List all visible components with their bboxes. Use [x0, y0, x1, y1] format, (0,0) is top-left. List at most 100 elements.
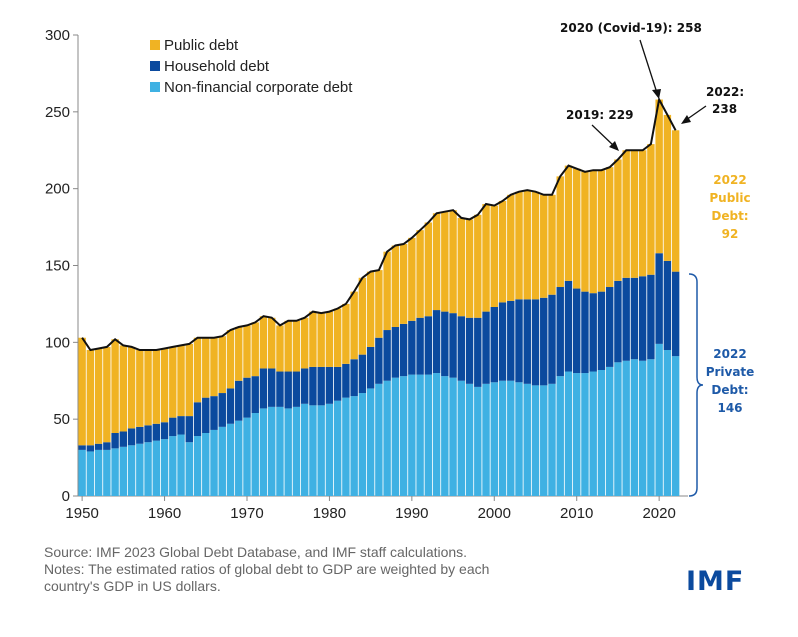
- bar-public-2019: [647, 144, 655, 275]
- bar-household-1989: [399, 323, 408, 377]
- bar-corporate-2015: [614, 362, 622, 496]
- bar-public-1997: [465, 219, 474, 318]
- bar-household-1974: [276, 371, 284, 407]
- bar-corporate-1954: [111, 448, 119, 496]
- bar-corporate-1965: [202, 432, 210, 496]
- bar-public-2021: [663, 114, 672, 261]
- bar-household-1968: [226, 388, 235, 424]
- bar-corporate-1999: [482, 383, 490, 496]
- bar-corporate-1981: [333, 400, 342, 496]
- legend: Public debt Household debt Non-financial…: [150, 37, 353, 96]
- annotation-covid-arrow: [639, 39, 658, 94]
- bar-public-1982: [342, 303, 350, 364]
- bar-public-2002: [507, 194, 515, 301]
- bar-public-1978: [309, 311, 317, 367]
- y-tick-label: 0: [62, 488, 70, 505]
- bar-public-1955: [119, 345, 128, 432]
- bar-public-1956: [127, 346, 136, 429]
- annotation-2019-arrowhead: [609, 141, 619, 151]
- bar-public-2004: [523, 190, 531, 300]
- notes-line-2: country's GDP in US dollars.: [44, 578, 221, 594]
- bar-corporate-2013: [597, 369, 606, 496]
- y-tick-label: 300: [45, 27, 70, 44]
- bar-household-1980: [325, 366, 334, 404]
- side-public-line1: 2022: [713, 173, 746, 187]
- bar-public-1988: [391, 245, 400, 327]
- bar-household-2011: [581, 291, 589, 374]
- bar-household-1993: [432, 310, 441, 374]
- bar-public-1983: [350, 291, 358, 360]
- bar-household-2003: [515, 299, 523, 383]
- bar-household-1951: [86, 445, 95, 452]
- bar-public-1999: [482, 204, 490, 312]
- bar-corporate-1984: [358, 393, 367, 496]
- bar-corporate-2007: [548, 383, 556, 496]
- bar-public-1976: [292, 320, 301, 372]
- bar-public-2006: [540, 194, 548, 298]
- bar-corporate-2022: [671, 356, 680, 496]
- bar-corporate-2021: [663, 350, 672, 496]
- bar-corporate-2017: [630, 359, 639, 496]
- side-public-line3: Debt:: [711, 209, 748, 223]
- bar-household-1987: [383, 330, 391, 381]
- bar-public-2001: [498, 200, 507, 303]
- bar-corporate-2006: [540, 385, 548, 496]
- bar-household-1975: [284, 371, 292, 409]
- bar-household-2018: [638, 276, 647, 361]
- bar-public-2008: [556, 176, 564, 288]
- bar-household-2021: [663, 260, 672, 351]
- bar-corporate-1990: [408, 374, 416, 496]
- bar-household-1952: [94, 443, 103, 450]
- bar-corporate-1976: [292, 406, 301, 496]
- bar-public-1966: [210, 337, 218, 397]
- bar-public-1965: [202, 337, 210, 398]
- bar-household-2005: [531, 299, 540, 386]
- bar-corporate-1953: [103, 449, 111, 496]
- bar-corporate-1972: [259, 408, 268, 496]
- bar-public-1952: [94, 348, 103, 444]
- bar-public-2013: [597, 170, 606, 292]
- y-tick-label: 100: [45, 334, 70, 351]
- bar-corporate-1995: [449, 377, 457, 496]
- debt-chart: 0 50 100 150 200 250 300 1950 1960 1970 1980 1990 20…: [45, 21, 754, 522]
- bar-corporate-1966: [210, 429, 218, 496]
- bar-household-1960: [160, 422, 169, 440]
- bar-public-1970: [243, 325, 251, 378]
- bar-household-1998: [474, 317, 482, 387]
- bar-household-1999: [482, 311, 490, 384]
- bar-public-1971: [251, 322, 259, 377]
- bar-public-1962: [177, 345, 185, 417]
- bar-household-1983: [350, 359, 358, 397]
- bar-corporate-2019: [647, 359, 655, 496]
- side-public-line2: Public: [709, 191, 750, 205]
- bar-public-1995: [449, 210, 457, 314]
- bar-corporate-1979: [317, 405, 325, 496]
- annotation-2019-arrow: [591, 124, 615, 147]
- bar-public-2018: [638, 150, 647, 277]
- bar-household-1992: [424, 316, 433, 375]
- bar-corporate-1989: [399, 376, 408, 496]
- x-tick-label: 1960: [148, 505, 181, 522]
- bar-household-2016: [622, 277, 630, 361]
- bar-public-1980: [325, 311, 334, 367]
- bar-public-1959: [152, 350, 161, 424]
- bar-household-2006: [540, 297, 548, 386]
- bar-public-2012: [589, 170, 597, 294]
- bar-public-1963: [185, 343, 193, 417]
- bar-household-2010: [573, 288, 581, 374]
- annotation-2019: 2019: 229: [566, 108, 633, 122]
- bar-household-1958: [144, 425, 152, 443]
- bar-corporate-2009: [564, 371, 573, 496]
- total-debt-line: [81, 96, 677, 352]
- bar-household-1991: [416, 317, 424, 375]
- bar-household-2008: [556, 287, 564, 377]
- bar-household-1953: [103, 442, 111, 450]
- bar-public-1954: [111, 339, 119, 433]
- bar-public-2020: [655, 99, 663, 254]
- bar-household-1961: [169, 417, 177, 437]
- bar-public-1951: [86, 350, 95, 446]
- bar-public-1969: [235, 326, 243, 381]
- bar-corporate-1983: [350, 396, 358, 496]
- bar-public-1967: [218, 336, 226, 394]
- side-private-line1: 2022: [713, 347, 746, 361]
